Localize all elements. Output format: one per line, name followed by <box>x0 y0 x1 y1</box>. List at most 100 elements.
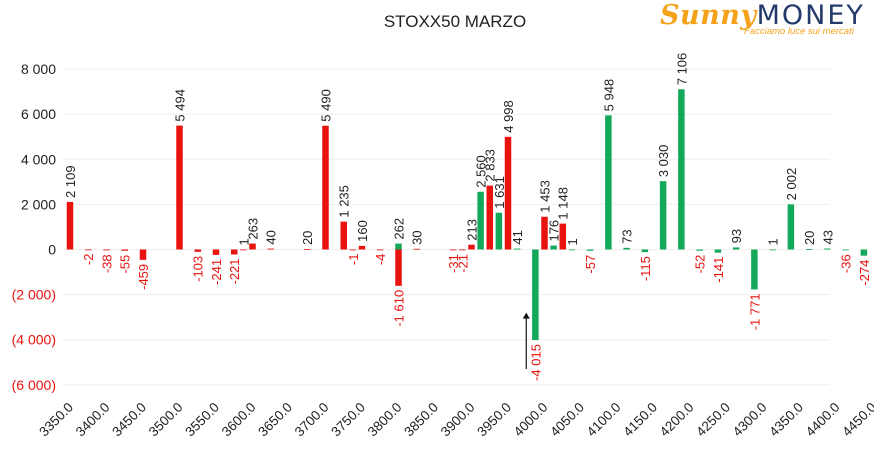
x-tick-label: 3750.0 <box>328 400 368 440</box>
chart-title: STOXX50 MARZO <box>383 12 527 31</box>
bar-data-label: -57 <box>583 255 598 274</box>
bar-data-label: 1 <box>766 238 781 245</box>
bar-red <box>459 249 466 251</box>
bar-red <box>139 249 147 260</box>
bar-data-label: 176 <box>547 220 562 242</box>
bar-data-label: 263 <box>246 218 261 240</box>
bar-data-label: 160 <box>355 220 370 242</box>
sunny-money-logo: SunnyMONEY Facciamo luce sui mercati <box>660 0 870 40</box>
bar-data-label: -274 <box>857 260 872 286</box>
bar-data-label: 2 560 <box>474 155 489 188</box>
logo-part-money: MONEY <box>756 0 865 31</box>
bar-data-label: -4 015 <box>528 344 543 381</box>
bar-data-label: 1 235 <box>337 185 352 218</box>
bar-green <box>824 248 831 250</box>
bar-data-label: -4 <box>373 254 388 266</box>
x-tick-label: 3400.0 <box>73 400 113 440</box>
x-tick-label: 4050.0 <box>547 400 587 440</box>
bar-green <box>550 245 557 250</box>
y-tick-label: 2 000 <box>21 196 56 212</box>
bar-red <box>121 249 128 251</box>
bar-red <box>231 249 238 255</box>
logo-wordmark: SunnyMONEY <box>660 0 865 31</box>
x-tick-label: 3850.0 <box>401 400 441 440</box>
bar-red <box>358 245 366 250</box>
bar-red <box>450 249 457 251</box>
x-tick-label: 4400.0 <box>803 400 843 440</box>
logo-part-sunny: Sunny <box>660 0 757 31</box>
bar-data-label: -52 <box>693 255 708 274</box>
x-tick-label: 3900.0 <box>438 400 478 440</box>
x-tick-label: 4000.0 <box>511 400 551 440</box>
bar-green <box>641 249 649 253</box>
bar-red <box>377 249 384 251</box>
bar-green <box>751 249 758 290</box>
bar-green <box>787 204 795 250</box>
bar-green <box>568 249 576 251</box>
logo-tagline: Facciamo luce sui mercati <box>744 26 854 37</box>
x-tick-label: 3950.0 <box>474 400 514 440</box>
bar-data-label: -141 <box>711 257 726 283</box>
bar-green <box>532 249 539 341</box>
bar-data-label: 7 106 <box>674 53 689 86</box>
bar-data-label: -459 <box>136 264 151 290</box>
bar-green <box>659 181 667 250</box>
bar-data-label: 43 <box>820 230 835 244</box>
bar-data-label: 1 453 <box>538 180 553 213</box>
bar-red <box>395 249 402 286</box>
bar-data-label: 2 833 <box>483 149 498 182</box>
x-tick-label: 3800.0 <box>365 400 405 440</box>
bar-red <box>468 244 475 250</box>
annotation-arrow-head <box>522 312 530 319</box>
bar-red <box>249 243 256 250</box>
bar-data-label: -38 <box>100 254 115 273</box>
bar-data-label: 5 948 <box>601 79 616 112</box>
bar-data-label: 2 002 <box>784 168 799 201</box>
bar-data-label: 93 <box>729 229 744 243</box>
x-tick-label: 3350.0 <box>36 400 76 440</box>
x-tick-label: 4150.0 <box>620 400 660 440</box>
bar-green <box>696 249 703 251</box>
bar-data-label: -55 <box>118 255 133 274</box>
y-tick-label: 4 000 <box>21 151 56 167</box>
bar-red <box>212 249 220 255</box>
bar-green <box>732 247 740 250</box>
bar-green <box>769 249 776 251</box>
bar-red <box>413 248 420 250</box>
x-tick-label: 4300.0 <box>730 400 770 440</box>
x-tick-label: 4250.0 <box>693 400 733 440</box>
bar-data-label: 213 <box>465 219 480 241</box>
bar-data-label: 4 998 <box>501 100 516 133</box>
bar-red <box>504 136 512 250</box>
bar-red <box>559 223 566 250</box>
bar-red <box>541 216 548 250</box>
bar-data-label: -103 <box>191 256 206 282</box>
bar-green <box>678 89 685 250</box>
y-tick-label: 8 000 <box>21 61 56 77</box>
bar-green <box>842 249 849 251</box>
bar-data-label: -221 <box>227 258 242 284</box>
bar-data-label: 40 <box>264 230 279 244</box>
bar-data-label: 1 631 <box>492 176 507 209</box>
bar-green <box>586 249 594 251</box>
bar-red <box>66 201 74 250</box>
bar-green <box>513 248 521 250</box>
bar-green <box>495 212 503 250</box>
y-tick-label: (6 000) <box>12 377 56 393</box>
bar-data-label: -2 <box>81 254 96 266</box>
bar-data-label: 5 490 <box>319 89 334 122</box>
x-tick-label: 4200.0 <box>657 400 697 440</box>
x-tick-label: 3550.0 <box>182 400 222 440</box>
bar-green <box>805 249 813 250</box>
bar-red <box>240 249 247 251</box>
bar-data-label: -1 771 <box>747 293 762 330</box>
bar-red <box>304 249 311 250</box>
bar-green <box>623 247 630 250</box>
bar-data-label: 20 <box>300 231 315 245</box>
bar-data-label: 3 030 <box>656 145 671 178</box>
bar-red <box>103 249 110 251</box>
bar-data-label: 1 148 <box>556 187 571 220</box>
bar-data-label: -1 <box>346 254 361 266</box>
x-tick-label: 3650.0 <box>255 400 295 440</box>
